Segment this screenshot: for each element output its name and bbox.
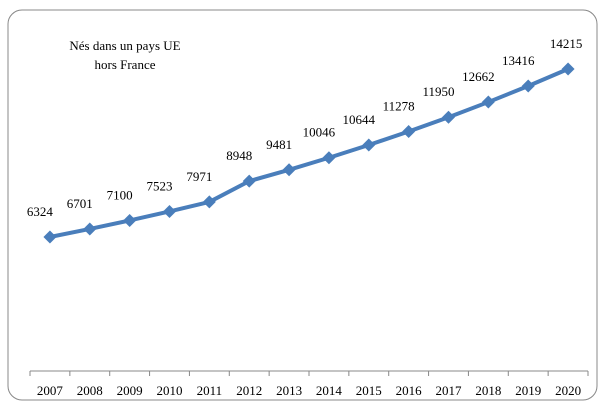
data-point: [282, 163, 296, 177]
data-point: [521, 79, 535, 93]
x-tick-label: 2007: [37, 383, 64, 398]
data-label: 10644: [343, 112, 376, 127]
x-tick-label: 2014: [316, 383, 343, 398]
data-label: 6701: [67, 196, 93, 211]
x-tick-label: 2011: [197, 383, 223, 398]
data-point: [561, 62, 575, 76]
data-label: 8948: [226, 148, 252, 163]
data-label: 13416: [502, 53, 535, 68]
x-tick-label: 2008: [77, 383, 103, 398]
data-point: [43, 230, 57, 244]
x-tick-label: 2020: [555, 383, 581, 398]
data-point: [362, 138, 376, 152]
data-point: [481, 95, 495, 109]
x-tick-label: 2009: [117, 383, 143, 398]
x-tick-label: 2016: [396, 383, 423, 398]
data-label: 11950: [422, 84, 454, 99]
data-label: 6324: [27, 204, 54, 219]
data-label: 11278: [383, 99, 415, 114]
data-label: 10046: [303, 125, 336, 140]
x-tick-label: 2010: [157, 383, 183, 398]
data-point: [202, 195, 216, 209]
legend-text: hors France: [94, 57, 155, 72]
x-tick-label: 2019: [515, 383, 541, 398]
data-point: [322, 151, 336, 165]
data-label: 7971: [186, 169, 212, 184]
legend-text: Nés dans un pays UE: [69, 38, 180, 53]
data-point: [163, 204, 176, 218]
data-point: [242, 174, 256, 188]
data-point: [442, 110, 455, 124]
x-tick-label: 2015: [356, 383, 382, 398]
series-line: [49, 67, 569, 239]
data-point: [83, 222, 97, 236]
data-label: 14215: [550, 36, 583, 51]
x-tick-label: 2012: [236, 383, 262, 398]
x-tick-label: 2017: [436, 383, 463, 398]
data-point: [123, 213, 137, 227]
data-label: 7523: [147, 178, 173, 193]
x-tick-label: 2018: [475, 383, 501, 398]
x-tick-label: 2013: [276, 383, 302, 398]
data-point: [402, 125, 416, 139]
data-label: 9481: [266, 137, 292, 152]
data-label: 7100: [107, 187, 133, 202]
chart-frame: [7, 9, 598, 401]
data-label: 12662: [462, 69, 495, 84]
